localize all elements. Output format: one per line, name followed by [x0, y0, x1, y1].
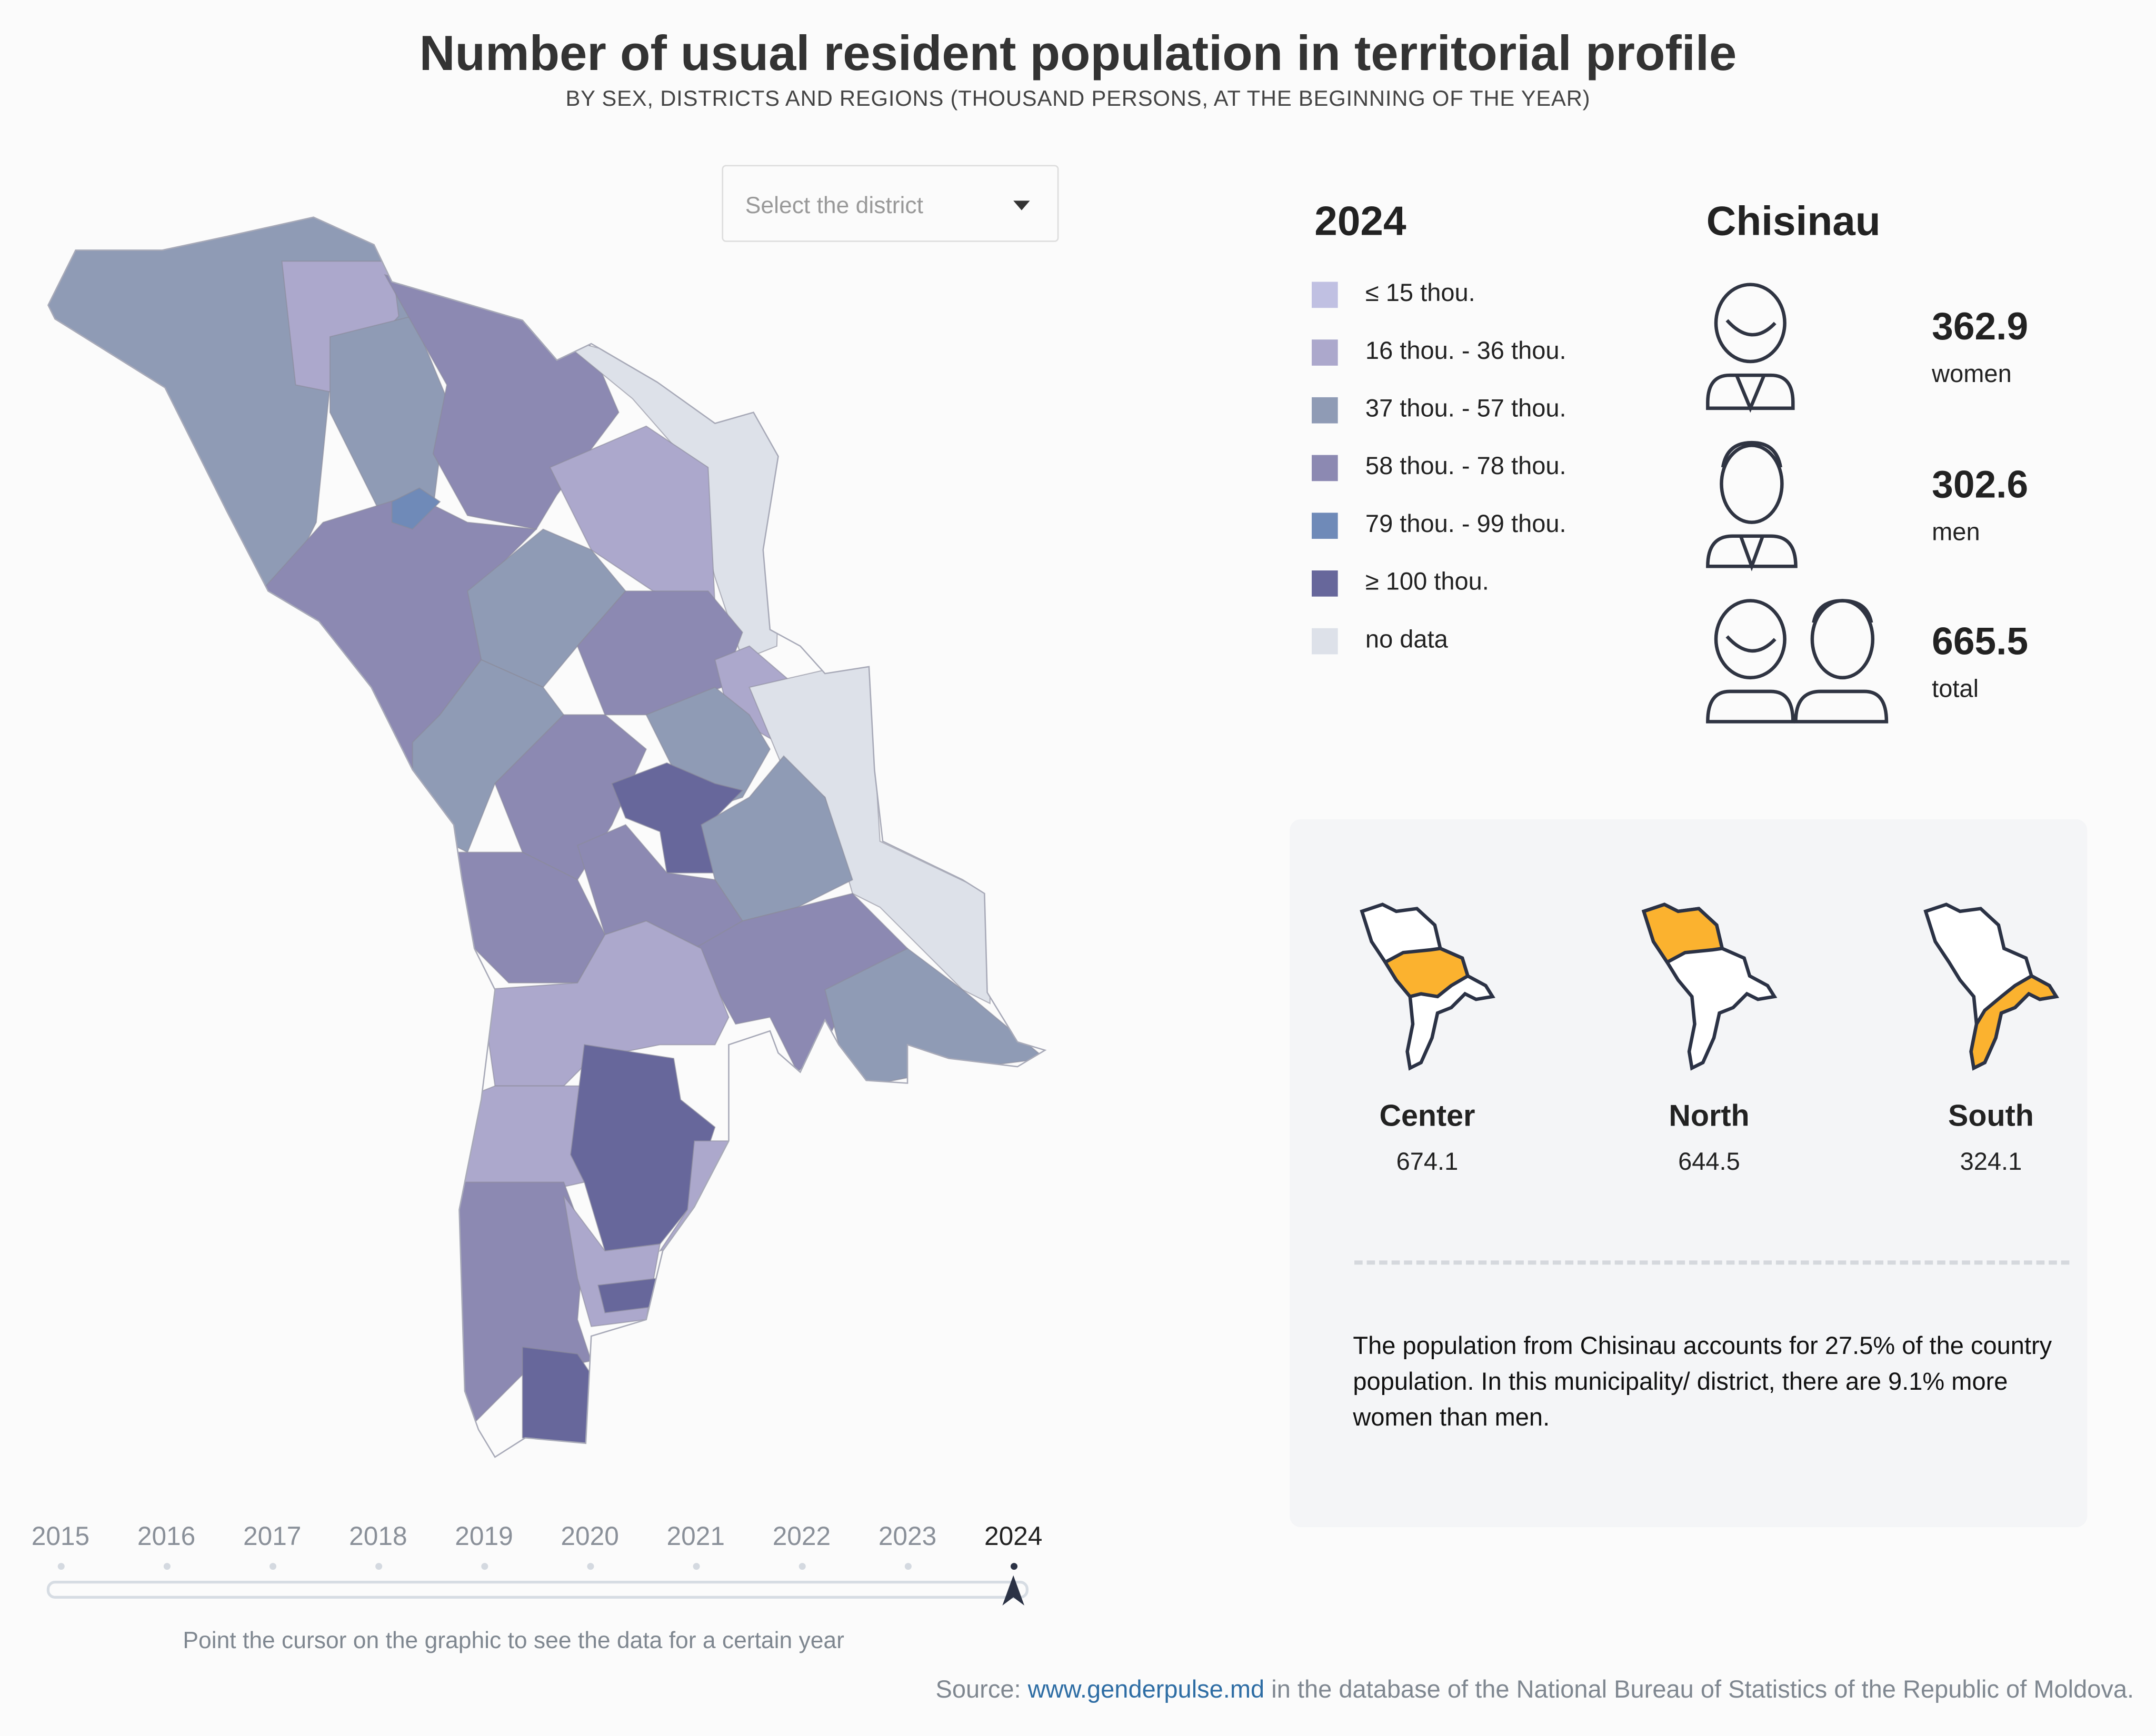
source-prefix: Source: — [935, 1675, 1028, 1703]
legend-swatch — [1312, 455, 1338, 481]
year-2023[interactable]: 2023 — [878, 1523, 937, 1552]
year-dot[interactable] — [375, 1563, 383, 1570]
year-2020[interactable]: 2020 — [561, 1523, 619, 1552]
year-2021[interactable]: 2021 — [666, 1523, 725, 1552]
legend-label: 16 thou. - 36 thou. — [1365, 336, 1566, 365]
moldova-map[interactable] — [0, 193, 1100, 1484]
year-2017[interactable]: 2017 — [243, 1523, 302, 1552]
women-label: women — [1932, 360, 2012, 388]
woman-icon — [1706, 283, 1795, 413]
district-region[interactable] — [391, 487, 441, 530]
source-link[interactable]: www.genderpulse.md — [1027, 1675, 1265, 1703]
region-map-center[interactable] — [1352, 900, 1503, 1076]
people-icons — [1706, 283, 1889, 724]
caret-down-icon — [1013, 200, 1030, 210]
legend-label: ≥ 100 thou. — [1365, 567, 1489, 596]
region-value: 324.1 — [1960, 1148, 2022, 1176]
district-region[interactable] — [460, 1085, 585, 1197]
legend-label: no data — [1365, 625, 1448, 653]
page-title: Number of usual resident population in t… — [419, 25, 1737, 82]
legend-swatch — [1312, 628, 1338, 655]
year-dot[interactable] — [798, 1563, 806, 1570]
district-region[interactable] — [570, 1044, 716, 1252]
legend-year: 2024 — [1314, 199, 1406, 245]
legend-label: 37 thou. - 57 thou. — [1365, 394, 1566, 422]
year-2016[interactable]: 2016 — [137, 1523, 196, 1552]
year-2015[interactable]: 2015 — [31, 1523, 90, 1552]
legend-label: 58 thou. - 78 thou. — [1365, 452, 1566, 480]
region-value: 644.5 — [1678, 1148, 1740, 1176]
year-2022[interactable]: 2022 — [772, 1523, 831, 1552]
district-region[interactable] — [522, 1346, 592, 1444]
legend-swatch — [1312, 570, 1338, 597]
year-dot[interactable] — [904, 1563, 912, 1570]
legend-swatch — [1312, 339, 1338, 366]
year-dot[interactable] — [269, 1563, 277, 1570]
region-map-south[interactable] — [1915, 900, 2067, 1076]
district-note: The population from Chisinau accounts fo… — [1353, 1332, 2052, 1431]
source-note: Source: www.genderpulse.md in the databa… — [936, 1675, 2134, 1704]
year-dot[interactable] — [163, 1563, 171, 1570]
year-dot[interactable] — [587, 1563, 594, 1570]
women-value: 362.9 — [1932, 305, 2029, 348]
year-2019[interactable]: 2019 — [455, 1523, 513, 1552]
year-2018[interactable]: 2018 — [349, 1523, 407, 1552]
year-2024[interactable]: 2024 — [984, 1523, 1043, 1552]
year-dot[interactable] — [481, 1563, 488, 1570]
district-select-placeholder: Select the district — [745, 192, 923, 219]
legend-swatch — [1312, 513, 1338, 539]
legend-label: 79 thou. - 99 thou. — [1365, 510, 1566, 538]
timeline-hint: Point the cursor on the graphic to see t… — [183, 1627, 844, 1654]
page-subtitle: BY SEX, DISTRICTS AND REGIONS (THOUSAND … — [565, 88, 1591, 112]
source-suffix: in the database of the National Bureau o… — [1264, 1675, 2134, 1703]
year-dot[interactable] — [1010, 1563, 1018, 1570]
region-name: Center — [1379, 1098, 1475, 1133]
total-value: 665.5 — [1932, 620, 2029, 663]
district-name: Chisinau — [1706, 199, 1881, 245]
men-value: 302.6 — [1932, 463, 2029, 506]
timeline-track[interactable] — [46, 1581, 1029, 1599]
region-name: North — [1669, 1098, 1750, 1133]
man-icon — [1706, 440, 1798, 571]
year-dot[interactable] — [57, 1563, 65, 1570]
legend-swatch — [1312, 282, 1338, 308]
legend-swatch — [1312, 397, 1338, 424]
total-label: total — [1932, 675, 1979, 703]
year-dot[interactable] — [693, 1563, 700, 1570]
men-label: men — [1932, 518, 1980, 546]
legend-label: ≤ 15 thou. — [1365, 279, 1475, 307]
couple-icon — [1706, 599, 1889, 724]
district-select[interactable]: Select the district — [722, 165, 1059, 242]
region-value: 674.1 — [1396, 1148, 1459, 1176]
region-name: South — [1948, 1098, 2034, 1133]
timeline-handle-icon[interactable] — [1001, 1575, 1026, 1609]
divider — [1354, 1260, 2070, 1265]
region-map-north[interactable] — [1633, 900, 1784, 1076]
